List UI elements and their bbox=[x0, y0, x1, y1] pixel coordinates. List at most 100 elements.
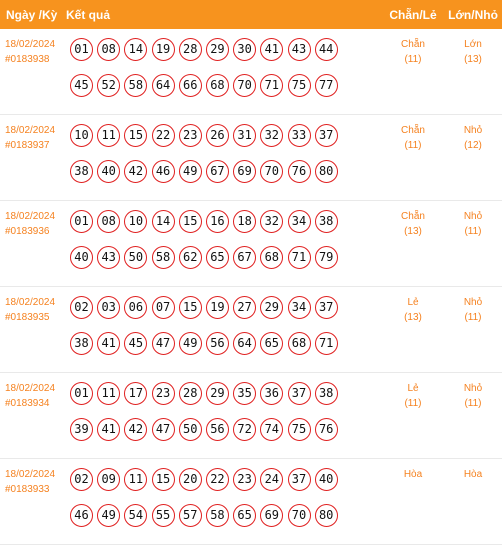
draw-period[interactable]: #0183933 bbox=[5, 484, 50, 495]
number-ball: 71 bbox=[260, 73, 284, 97]
number-ball: 09 bbox=[97, 467, 121, 491]
number-ball: 02 bbox=[70, 467, 93, 491]
number-ball: 69 bbox=[260, 503, 284, 527]
number-ball: 57 bbox=[178, 503, 202, 527]
lonnho-cell: Nhỏ (11) bbox=[444, 373, 502, 458]
ball-line: 39 41 42 47 50 56 72 74 75 76 bbox=[70, 416, 382, 442]
number-ball: 65 bbox=[260, 331, 284, 355]
number-ball: 14 bbox=[151, 209, 175, 233]
number-ball: 41 bbox=[260, 37, 284, 61]
result-balls: 01 08 10 14 15 16 18 32 34 38 40 43 50 58 62 65 67 68 71 79 bbox=[66, 201, 382, 286]
lonnho-cell: Lớn (13) bbox=[444, 29, 502, 114]
number-ball: 22 bbox=[205, 467, 229, 491]
ball-line: 46 49 54 55 57 58 65 69 70 80 bbox=[70, 502, 382, 528]
chanle-count: (13) bbox=[404, 312, 422, 323]
lonnho-result: Hòa bbox=[463, 469, 483, 480]
header-chanle: Chẵn/Lẻ bbox=[389, 7, 437, 22]
draw-date: 18/02/2024 bbox=[5, 383, 56, 394]
ball-line: 01 11 17 23 28 29 35 36 37 38 bbox=[70, 380, 382, 406]
chanle-cell: Chẵn (11) bbox=[382, 29, 444, 114]
number-ball: 56 bbox=[205, 417, 229, 441]
number-ball: 50 bbox=[178, 417, 202, 441]
number-ball: 40 bbox=[70, 245, 93, 269]
number-ball: 54 bbox=[124, 503, 148, 527]
number-ball: 72 bbox=[233, 417, 257, 441]
draw-date: 18/02/2024 bbox=[5, 211, 56, 222]
number-ball: 01 bbox=[70, 209, 93, 233]
lonnho-cell: Nhỏ (11) bbox=[444, 201, 502, 286]
number-ball: 47 bbox=[151, 417, 175, 441]
chanle-cell: Lẻ (13) bbox=[382, 287, 444, 372]
number-ball: 43 bbox=[97, 245, 121, 269]
number-ball: 56 bbox=[205, 331, 229, 355]
number-ball: 68 bbox=[287, 331, 311, 355]
number-ball: 26 bbox=[205, 123, 229, 147]
number-ball: 76 bbox=[287, 159, 311, 183]
number-ball: 22 bbox=[151, 123, 175, 147]
number-ball: 37 bbox=[287, 381, 311, 405]
number-ball: 58 bbox=[205, 503, 229, 527]
chanle-cell: Chẵn (13) bbox=[382, 201, 444, 286]
result-balls: 02 09 11 15 20 22 23 24 37 40 46 49 54 55 57 58 65 69 70 80 bbox=[66, 459, 382, 544]
ball-line: 02 09 11 15 20 22 23 24 37 40 bbox=[70, 466, 382, 492]
number-ball: 66 bbox=[178, 73, 202, 97]
table-body: 18/02/2024 #0183938 01 08 14 19 28 29 30 41 43 44 45… bbox=[0, 29, 502, 545]
ball-line: 02 03 06 07 15 19 27 29 34 37 bbox=[70, 294, 382, 320]
table-row: 18/02/2024 #0183934 01 11 17 23 28 29 35 36 37 38 39… bbox=[0, 373, 502, 459]
draw-date: 18/02/2024 bbox=[5, 39, 56, 50]
number-ball: 46 bbox=[151, 159, 175, 183]
chanle-result: Chẵn bbox=[401, 39, 425, 50]
header-result: Kết quả bbox=[66, 7, 111, 22]
table-row: 18/02/2024 #0183935 02 03 06 07 15 19 27 29 34 37 38… bbox=[0, 287, 502, 373]
number-ball: 11 bbox=[124, 467, 148, 491]
number-ball: 42 bbox=[124, 159, 148, 183]
number-ball: 77 bbox=[314, 73, 338, 97]
number-ball: 31 bbox=[233, 123, 257, 147]
chanle-count: (11) bbox=[404, 140, 422, 151]
number-ball: 10 bbox=[70, 123, 93, 147]
number-ball: 24 bbox=[260, 467, 284, 491]
ball-line: 38 40 42 46 49 67 69 70 76 80 bbox=[70, 158, 382, 184]
number-ball: 39 bbox=[70, 417, 93, 441]
number-ball: 23 bbox=[151, 381, 175, 405]
number-ball: 32 bbox=[260, 123, 284, 147]
number-ball: 74 bbox=[260, 417, 284, 441]
number-ball: 14 bbox=[124, 37, 148, 61]
ball-line: 45 52 58 64 66 68 70 71 75 77 bbox=[70, 72, 382, 98]
number-ball: 75 bbox=[287, 417, 311, 441]
ball-line: 01 08 10 14 15 16 18 32 34 38 bbox=[70, 208, 382, 234]
number-ball: 38 bbox=[70, 159, 93, 183]
result-balls: 02 03 06 07 15 19 27 29 34 37 38 41 45 47 49 56 64 65 68 71 bbox=[66, 287, 382, 372]
number-ball: 38 bbox=[314, 381, 338, 405]
draw-period[interactable]: #0183934 bbox=[5, 398, 50, 409]
ball-line: 10 11 15 22 23 26 31 32 33 37 bbox=[70, 122, 382, 148]
number-ball: 19 bbox=[205, 295, 229, 319]
draw-period[interactable]: #0183938 bbox=[5, 54, 50, 65]
draw-period[interactable]: #0183936 bbox=[5, 226, 50, 237]
number-ball: 41 bbox=[97, 417, 121, 441]
draw-period[interactable]: #0183937 bbox=[5, 140, 50, 151]
number-ball: 70 bbox=[260, 159, 284, 183]
number-ball: 29 bbox=[205, 381, 229, 405]
chanle-cell: Lẻ (11) bbox=[382, 373, 444, 458]
number-ball: 01 bbox=[70, 381, 93, 405]
header-lonnho: Lớn/Nhỏ bbox=[448, 7, 498, 22]
number-ball: 52 bbox=[97, 73, 121, 97]
number-ball: 45 bbox=[124, 331, 148, 355]
draw-info: 18/02/2024 #0183938 bbox=[0, 29, 66, 114]
draw-period[interactable]: #0183935 bbox=[5, 312, 50, 323]
number-ball: 20 bbox=[178, 467, 202, 491]
number-ball: 68 bbox=[260, 245, 284, 269]
number-ball: 15 bbox=[178, 209, 202, 233]
table-row: 18/02/2024 #0183936 01 08 10 14 15 16 18 32 34 38 40… bbox=[0, 201, 502, 287]
number-ball: 15 bbox=[151, 467, 175, 491]
lonnho-result: Lớn bbox=[464, 39, 482, 50]
lonnho-result: Nhỏ bbox=[463, 211, 483, 222]
number-ball: 37 bbox=[287, 467, 311, 491]
number-ball: 03 bbox=[97, 295, 121, 319]
number-ball: 18 bbox=[233, 209, 257, 233]
chanle-count: (13) bbox=[404, 226, 422, 237]
number-ball: 19 bbox=[151, 37, 175, 61]
number-ball: 41 bbox=[97, 331, 121, 355]
chanle-result: Lẻ bbox=[407, 383, 419, 394]
